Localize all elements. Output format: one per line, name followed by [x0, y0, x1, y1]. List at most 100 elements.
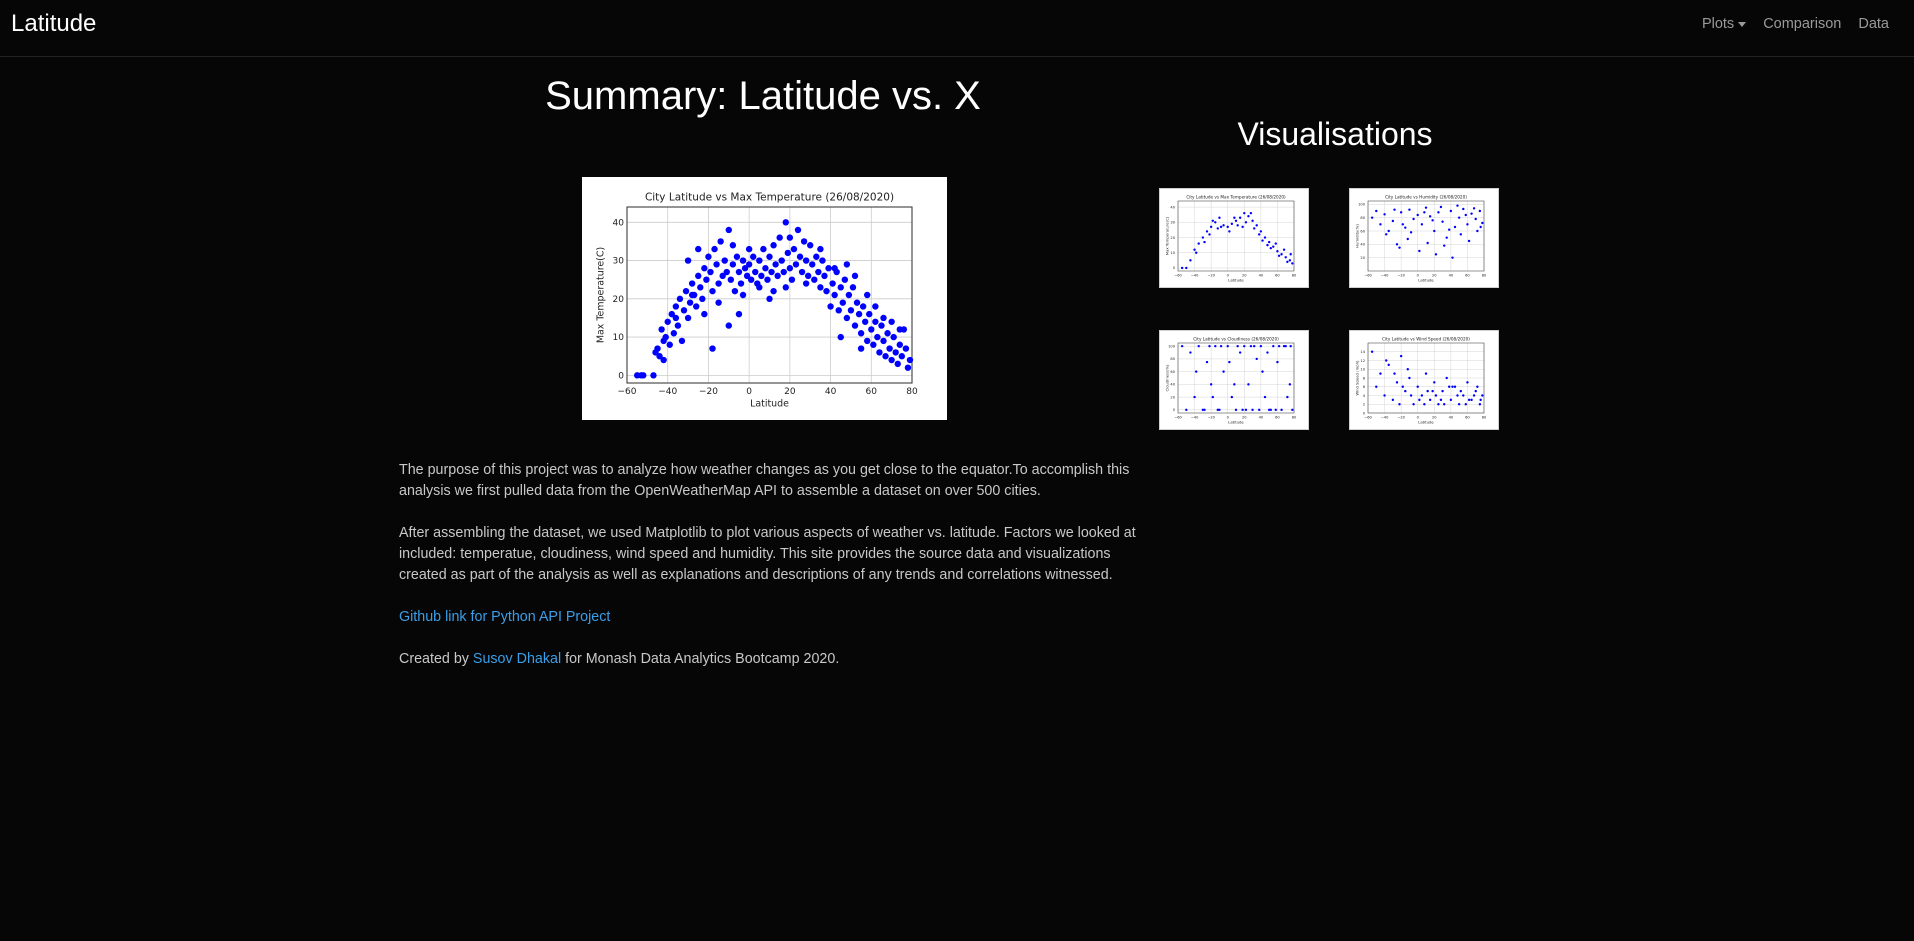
data-point [1234, 408, 1238, 412]
y-tick-label: 60 [1170, 370, 1175, 374]
data-point [709, 287, 716, 295]
data-point [756, 284, 763, 291]
data-point [1280, 408, 1283, 412]
data-point [884, 330, 891, 337]
nav-data[interactable]: Data [1858, 16, 1889, 32]
data-point [1467, 239, 1471, 243]
data-point [1478, 209, 1482, 213]
x-tick-label: 40 [1259, 274, 1264, 278]
data-point [790, 245, 798, 253]
data-point [1180, 344, 1184, 348]
data-point [1286, 395, 1289, 399]
data-point [1457, 403, 1461, 406]
data-point [1209, 225, 1213, 229]
data-point [1445, 376, 1448, 380]
data-point [894, 360, 901, 368]
y-tick-label: 100 [1358, 203, 1366, 207]
x-tick-label: 0 [1227, 416, 1230, 420]
data-point [750, 253, 757, 260]
x-tick-label: 80 [1292, 416, 1297, 420]
data-point [668, 310, 675, 318]
data-point [1462, 394, 1465, 397]
data-point [743, 272, 751, 280]
data-point [878, 322, 885, 329]
data-point [1197, 242, 1200, 245]
data-point [1249, 211, 1253, 215]
data-point [1375, 209, 1378, 213]
data-point [684, 314, 692, 322]
x-tick-label: −40 [1381, 416, 1389, 420]
y-tick-label: 14 [1360, 350, 1365, 354]
data-point [888, 356, 895, 364]
data-point [1263, 236, 1267, 239]
data-point [1228, 230, 1231, 233]
data-point [737, 280, 745, 287]
author-link[interactable]: Susov Dhakal [472, 651, 562, 667]
data-point [886, 345, 893, 352]
x-tick-label: −20 [1397, 274, 1405, 278]
data-point [802, 257, 810, 264]
data-point [780, 268, 787, 276]
thumb-humidity[interactable]: −60 −40 −20 0 20 40 60 80 20 40 60 80 100 City Latitu… [1349, 188, 1499, 288]
data-point [1385, 233, 1388, 236]
data-point [670, 330, 678, 337]
data-point [1387, 363, 1390, 367]
y-axis-label: Wind Speed (mph) [1355, 360, 1360, 396]
data-point [717, 238, 724, 245]
data-point [776, 234, 783, 241]
data-point [1398, 403, 1401, 406]
data-point [1251, 219, 1254, 222]
nav-plots-dropdown[interactable]: Plots [1702, 16, 1747, 32]
data-point [1456, 394, 1459, 397]
github-link[interactable]: Github link for Python API Project [399, 609, 611, 625]
data-point [1266, 351, 1269, 354]
data-point [1201, 236, 1205, 239]
data-point [1398, 246, 1401, 249]
data-point [1244, 221, 1248, 224]
data-point [1236, 344, 1239, 348]
y-axis-label: Humidity(%) [1355, 224, 1360, 248]
data-point [1412, 217, 1415, 221]
data-point [764, 276, 771, 283]
thumb-cloudiness[interactable]: −60 −40 −20 0 20 40 60 80 0 20 40 60 80 100 City Latit… [1159, 330, 1309, 430]
brand-logo[interactable]: Latitude [11, 10, 97, 37]
thumb-wind-speed[interactable]: −60 −40 −20 0 20 40 60 80 0 2 4 6 8 10 12 14 City Latitu… [1349, 330, 1499, 430]
data-point [1205, 230, 1209, 233]
data-point [1424, 206, 1428, 209]
visualisations-title: Visualisations [1237, 116, 1433, 152]
x-tick-label: 80 [906, 387, 918, 397]
thumb-temperature[interactable]: −60 −40 −20 0 20 40 60 80 0 10 20 30 40 City Latitude… [1159, 188, 1309, 288]
data-point [1395, 243, 1399, 246]
data-point [727, 276, 735, 283]
data-point [1243, 211, 1246, 215]
nav-comparison[interactable]: Comparison [1763, 16, 1842, 32]
data-point [1214, 344, 1217, 348]
y-tick-label: 40 [1170, 383, 1175, 387]
x-tick-label: −40 [1381, 274, 1389, 278]
data-point [821, 272, 828, 280]
data-point [1261, 239, 1264, 242]
x-tick-label: −60 [618, 387, 637, 397]
data-point [711, 245, 718, 253]
data-point [1449, 398, 1453, 402]
data-point [817, 284, 824, 291]
y-tick-label: 6 [1363, 385, 1366, 389]
data-point [841, 276, 849, 283]
y-axis-label: Cloudiness(%) [1165, 364, 1170, 391]
x-tick-label: −20 [1397, 416, 1405, 420]
data-point [739, 291, 747, 299]
y-tick-label: 10 [1360, 368, 1365, 372]
data-point [1253, 227, 1256, 230]
data-point [845, 291, 853, 299]
data-point [1379, 372, 1382, 375]
data-point [802, 280, 810, 287]
data-point [707, 268, 714, 276]
x-tick-label: 20 [1432, 274, 1437, 278]
data-point [1269, 246, 1272, 250]
data-point [1233, 216, 1236, 219]
data-point [1274, 242, 1277, 245]
data-point [725, 322, 732, 329]
data-point [1424, 372, 1428, 375]
data-point [857, 330, 865, 337]
data-point [859, 303, 867, 310]
